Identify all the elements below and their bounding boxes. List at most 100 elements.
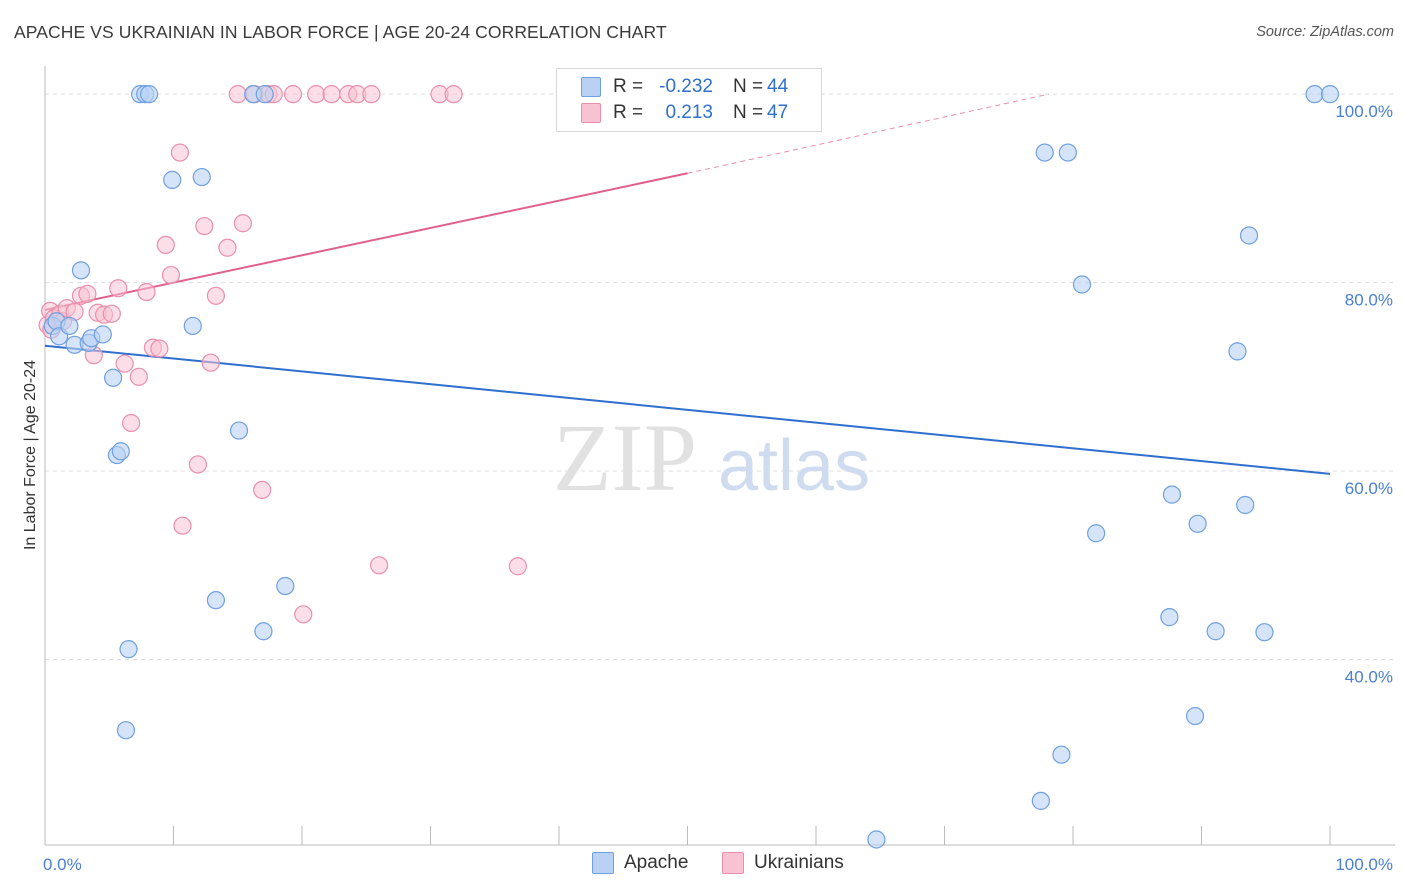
x-tick-label: 100.0% (1335, 855, 1393, 874)
axes (44, 66, 1395, 846)
apache-point (60, 316, 79, 336)
apache-point (1185, 706, 1205, 726)
watermark-atlas: atlas (718, 426, 870, 506)
apache-swatch (581, 77, 601, 97)
ukrainians-point (233, 214, 252, 233)
y-tick-label: 100.0% (1335, 102, 1393, 121)
legend-item-apache: Apache (592, 852, 688, 874)
apache-point (163, 170, 182, 189)
n-value: 44 (767, 76, 789, 97)
ukrainians-point (201, 353, 220, 372)
apache-point (1058, 143, 1077, 162)
apache-point (1255, 623, 1274, 642)
apache-point (1236, 495, 1255, 515)
ukrainians-point (508, 557, 527, 576)
ukrainians-swatch (581, 103, 601, 123)
apache-legend-label: Apache (624, 852, 689, 873)
y-tick-label: 60.0% (1345, 479, 1393, 498)
apache-point (192, 167, 211, 187)
chart-title: APACHE VS UKRAINIAN IN LABOR FORCE | AGE… (14, 22, 667, 42)
ukrainians-point (218, 238, 237, 257)
ukrainians-point (362, 85, 381, 104)
ukrainians-point (102, 304, 121, 323)
ukrainians-point (115, 354, 134, 373)
apache-point (71, 261, 91, 280)
ukrainians-point (170, 143, 190, 162)
ukrainians-point (188, 455, 208, 474)
r-label: R = (613, 76, 644, 97)
y-tick-label: 40.0% (1345, 668, 1393, 687)
ukrainians-trend-extension (687, 93, 1049, 174)
apache-trend-line (44, 344, 1331, 475)
y-axis-label: In Labor Force | Age 20-24 (22, 360, 39, 550)
apache-point (254, 622, 273, 641)
apache-point (104, 368, 123, 387)
n-value: 47 (767, 102, 789, 123)
y-tick-label: 80.0% (1345, 291, 1393, 310)
apache-point (1239, 226, 1259, 245)
apache-point (183, 316, 202, 336)
apache-point (1052, 745, 1071, 764)
apache-point (116, 721, 136, 740)
n-label: N = (733, 102, 764, 123)
ukrainians-legend-swatch (722, 852, 744, 874)
r-label: R = (613, 102, 644, 123)
apache-point (119, 640, 138, 659)
ukrainians-point (156, 235, 175, 255)
apache-point (1228, 342, 1247, 361)
series-legend: Apache Ukrainians (0, 852, 1406, 878)
data-points (38, 85, 1340, 849)
apache-point (1305, 85, 1324, 104)
watermark-zip: ZIP (553, 404, 697, 511)
ukrainians-point (322, 85, 341, 104)
correlation-legend: R = -0.232 N = 44 R = 0.213 N = 47 (556, 68, 822, 132)
ukrainians-point (253, 480, 272, 500)
apache-point (867, 830, 886, 849)
ukrainians-point (129, 367, 148, 386)
apache-point (1206, 622, 1225, 641)
ukrainians-point (228, 85, 247, 104)
apache-point (229, 421, 249, 440)
legend-item-ukrainians: Ukrainians (722, 852, 844, 874)
apache-point (1320, 85, 1340, 104)
ukrainians-point (78, 284, 97, 304)
apache-point (1072, 275, 1092, 294)
ukrainians-point (161, 265, 181, 285)
apache-point (255, 85, 274, 104)
n-label: N = (733, 76, 764, 97)
ukrainians-point (444, 85, 463, 104)
ukrainians-point (294, 605, 313, 624)
source-label: Source: ZipAtlas.com (1256, 24, 1394, 40)
apache-point (1031, 791, 1050, 810)
apache-point (139, 85, 159, 104)
apache-point (206, 591, 226, 610)
apache-point (276, 576, 295, 596)
r-value: -0.232 (659, 76, 713, 97)
grid-lines (45, 93, 1395, 661)
apache-point (93, 325, 112, 344)
apache-point (1188, 514, 1207, 533)
ukrainians-point (173, 516, 192, 535)
r-value: 0.213 (665, 102, 713, 123)
apache-point (1087, 524, 1106, 543)
apache-point (1035, 143, 1054, 162)
tick-labels: 100.0% 80.0% 60.0% 40.0% 0.0% 100.0% (43, 102, 1393, 874)
apache-legend-swatch (592, 852, 614, 874)
ukrainians-point (109, 279, 128, 298)
legend-row-ukrainians: R = 0.213 N = 47 (581, 101, 788, 125)
ukrainians-point (195, 216, 214, 236)
ukrainians-point (307, 85, 326, 104)
x-tick-label: 0.0% (43, 855, 82, 874)
ukrainians-point (370, 556, 389, 575)
ukrainians-point (137, 282, 156, 302)
apache-point (1160, 608, 1179, 627)
ukrainians-point (283, 85, 303, 104)
ukrainians-point (121, 413, 141, 433)
legend-row-apache: R = -0.232 N = 44 (581, 75, 788, 99)
ukrainians-legend-label: Ukrainians (754, 852, 844, 873)
apache-point (1162, 485, 1182, 504)
ukrainians-point (150, 339, 169, 358)
ukrainians-point (206, 286, 226, 305)
apache-point (111, 442, 130, 461)
